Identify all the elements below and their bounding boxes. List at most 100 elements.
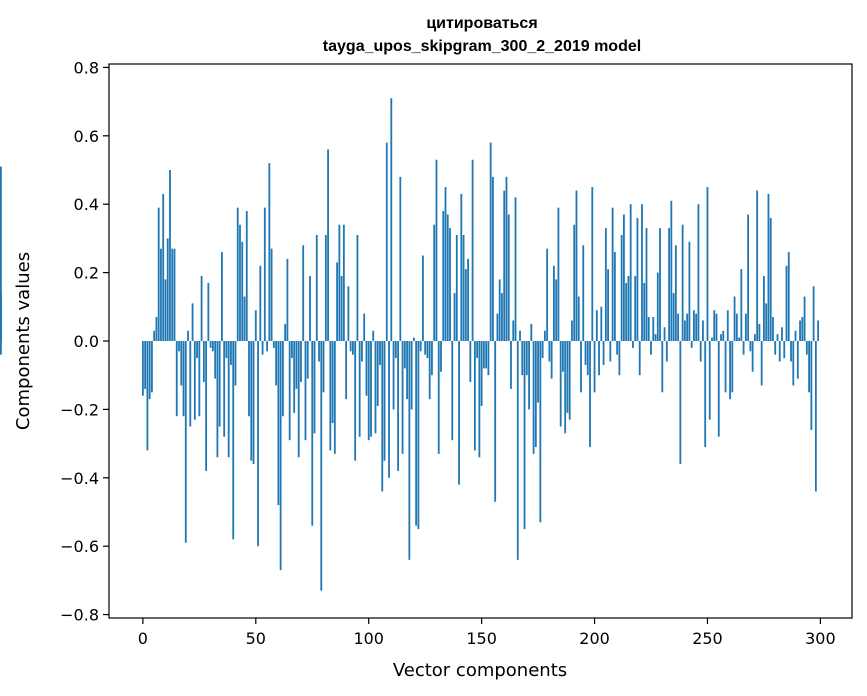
bar xyxy=(239,224,241,341)
bar xyxy=(446,214,449,341)
bar xyxy=(263,207,266,341)
y-axis-label: Components values xyxy=(13,252,34,430)
bar xyxy=(693,310,695,341)
bar xyxy=(550,341,553,379)
bar xyxy=(652,317,655,341)
bar xyxy=(184,341,187,543)
bar xyxy=(286,258,289,341)
bar xyxy=(383,341,386,461)
bar xyxy=(392,341,395,410)
bar xyxy=(437,341,440,454)
bar xyxy=(620,234,623,341)
bar xyxy=(385,142,388,341)
bar xyxy=(424,341,427,355)
bar xyxy=(0,166,2,341)
bar xyxy=(753,334,756,341)
bar xyxy=(444,187,447,341)
bar xyxy=(234,341,237,386)
bar xyxy=(674,245,677,341)
bar xyxy=(600,306,603,341)
bar xyxy=(803,296,806,341)
bar xyxy=(205,341,208,471)
bar xyxy=(390,98,393,341)
bar xyxy=(801,317,804,341)
bar xyxy=(706,187,709,341)
bar xyxy=(257,341,259,547)
bar xyxy=(589,341,591,448)
x-tick-label: 250 xyxy=(692,629,723,648)
bar xyxy=(171,248,174,341)
bar xyxy=(324,234,327,341)
bar xyxy=(566,341,569,413)
bar xyxy=(297,341,300,458)
bar xyxy=(417,341,420,530)
bar xyxy=(715,313,718,341)
bar xyxy=(252,341,255,465)
x-axis-label: Vector components xyxy=(393,660,567,681)
bar xyxy=(602,341,605,365)
bar xyxy=(340,276,343,341)
bar xyxy=(672,293,675,341)
bar xyxy=(573,224,576,341)
bar xyxy=(787,252,790,341)
bar xyxy=(661,341,664,393)
bar xyxy=(214,341,217,379)
bar xyxy=(329,341,332,451)
bar xyxy=(471,159,474,341)
bar xyxy=(320,341,323,591)
bar xyxy=(618,341,621,376)
bar xyxy=(616,341,619,355)
chart-subtitle: tayga_upos_skipgram_300_2_2019 model xyxy=(323,38,641,55)
bar xyxy=(202,341,205,383)
y-tick-label: −0.4 xyxy=(60,469,99,488)
bar xyxy=(162,193,165,341)
y-tick-label: 0.2 xyxy=(74,264,99,283)
bar xyxy=(487,341,490,376)
bar xyxy=(792,341,795,386)
bar xyxy=(311,341,314,526)
y-tick-label: 0.0 xyxy=(74,332,99,351)
bar xyxy=(347,286,350,341)
bar xyxy=(333,341,336,454)
bar xyxy=(200,276,203,341)
bar xyxy=(358,341,361,437)
bar xyxy=(144,341,147,389)
bar xyxy=(747,214,750,341)
bar xyxy=(799,320,801,341)
bar xyxy=(473,341,476,451)
bar xyxy=(254,310,257,341)
bar xyxy=(209,341,212,348)
bar xyxy=(683,320,686,341)
bar xyxy=(272,341,275,348)
bar xyxy=(514,197,517,341)
bar xyxy=(275,341,278,386)
bar xyxy=(198,341,201,417)
bar xyxy=(291,341,293,359)
bar xyxy=(241,241,244,341)
bar xyxy=(783,341,786,359)
bar xyxy=(611,207,614,341)
bar xyxy=(593,341,596,393)
bar xyxy=(604,228,607,341)
bar xyxy=(227,341,230,458)
bar xyxy=(663,327,666,341)
bar xyxy=(442,211,445,341)
bar xyxy=(677,313,680,341)
bar xyxy=(356,234,359,341)
bar xyxy=(627,276,630,341)
bar xyxy=(250,341,253,461)
bar xyxy=(193,341,196,420)
bar xyxy=(365,341,368,396)
bar xyxy=(336,262,338,341)
bar xyxy=(460,193,463,341)
bar xyxy=(148,341,151,400)
bar xyxy=(345,341,348,400)
bar xyxy=(654,334,657,341)
bar xyxy=(577,296,580,341)
bar xyxy=(440,341,442,372)
bar xyxy=(173,248,176,341)
bar xyxy=(284,323,287,341)
bar xyxy=(230,341,232,365)
bar xyxy=(160,248,162,341)
bar xyxy=(216,341,219,458)
